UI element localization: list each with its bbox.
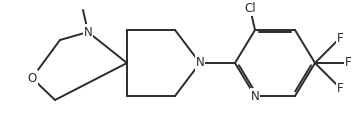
Text: N: N	[251, 89, 259, 102]
Text: O: O	[27, 71, 37, 85]
Text: N: N	[84, 25, 92, 39]
Text: Cl: Cl	[244, 2, 256, 14]
Text: F: F	[337, 82, 343, 94]
Text: F: F	[337, 32, 343, 44]
Text: N: N	[196, 56, 205, 70]
Text: F: F	[345, 56, 351, 70]
